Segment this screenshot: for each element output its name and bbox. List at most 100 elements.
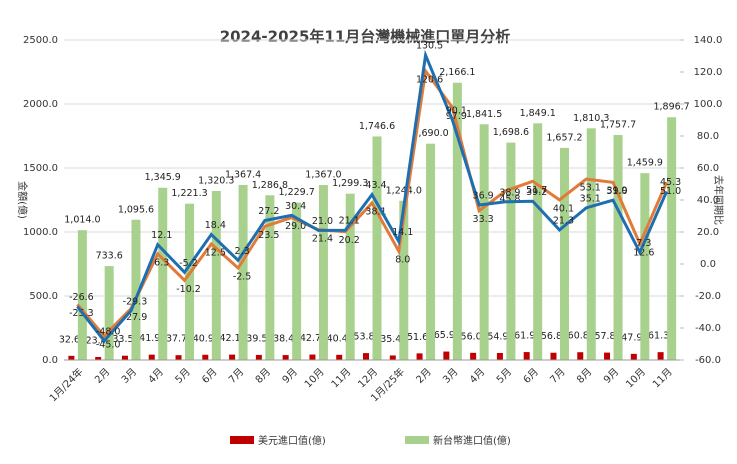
data-label: 60.8 bbox=[568, 331, 589, 342]
x-tick-label: 6月 bbox=[199, 366, 219, 386]
data-label: 6.3 bbox=[154, 257, 169, 268]
x-tick-label: 6月 bbox=[521, 366, 541, 386]
legend-label: 美元進口值(億) bbox=[258, 434, 326, 447]
bar bbox=[416, 353, 423, 360]
data-label: 1,221.3 bbox=[171, 188, 207, 199]
bar bbox=[255, 354, 262, 360]
x-tick-label: 4月 bbox=[467, 366, 487, 386]
data-label: 1,286.8 bbox=[252, 180, 288, 191]
bar bbox=[496, 352, 503, 360]
data-label: 97.9 bbox=[446, 111, 467, 122]
data-label: 7.3 bbox=[636, 238, 651, 249]
data-label: 1,345.9 bbox=[145, 172, 181, 183]
data-label: 90.1 bbox=[446, 105, 467, 116]
data-label: 37.7 bbox=[166, 334, 187, 345]
data-label: 1,849.1 bbox=[520, 108, 556, 119]
x-tick-label: 9月 bbox=[280, 366, 300, 386]
y-axis-title: 金額(億) bbox=[16, 181, 29, 219]
bar bbox=[452, 82, 462, 360]
y2-tick-label: 100.0 bbox=[694, 99, 723, 110]
x-tick-label: 7月 bbox=[548, 366, 568, 386]
data-label: -45.0 bbox=[96, 340, 121, 351]
data-label: 1,459.9 bbox=[627, 158, 663, 169]
y2-tick-label: 20.0 bbox=[697, 227, 719, 238]
bar bbox=[523, 352, 530, 360]
data-label: 30.4 bbox=[285, 201, 306, 212]
data-label: 33.5 bbox=[112, 334, 133, 345]
data-label: -27.9 bbox=[123, 312, 148, 323]
bar bbox=[640, 173, 650, 360]
data-label: 33.3 bbox=[473, 214, 494, 225]
data-label: 12.6 bbox=[633, 247, 654, 258]
x-tick-label: 10月 bbox=[624, 366, 649, 391]
bar bbox=[630, 353, 637, 360]
bar bbox=[657, 352, 664, 360]
y2-tick-label: -40.0 bbox=[695, 323, 721, 334]
bar bbox=[506, 142, 516, 360]
data-label: 35.4 bbox=[380, 334, 401, 345]
bar bbox=[175, 355, 182, 360]
bar bbox=[559, 147, 569, 360]
x-tick-label: 3月 bbox=[119, 366, 139, 386]
x-tick-label: 10月 bbox=[302, 366, 327, 391]
data-label: 20.2 bbox=[339, 235, 360, 246]
x-tick-label: 9月 bbox=[601, 366, 621, 386]
data-label: -48.0 bbox=[96, 326, 121, 337]
bar bbox=[148, 354, 155, 360]
data-label: 1,229.7 bbox=[279, 187, 315, 198]
data-label: 21.3 bbox=[553, 215, 574, 226]
data-label: 1,757.7 bbox=[600, 120, 636, 131]
y2-axis-title: 去年同期比 bbox=[712, 175, 725, 225]
data-label: -29.3 bbox=[123, 296, 148, 307]
bar bbox=[185, 203, 195, 360]
data-label: 1,014.0 bbox=[64, 215, 100, 226]
data-label: 14.1 bbox=[392, 227, 413, 238]
data-label: -26.6 bbox=[69, 292, 94, 303]
data-label: 42.7 bbox=[300, 333, 321, 344]
data-label: 1,320.3 bbox=[198, 176, 234, 187]
x-tick-label: 11月 bbox=[329, 366, 354, 391]
data-label: 21.4 bbox=[312, 233, 333, 244]
y-tick-label: 1000.0 bbox=[23, 227, 58, 238]
data-label: 51.0 bbox=[660, 186, 681, 197]
bar bbox=[104, 266, 114, 360]
y-tick-label: 2000.0 bbox=[23, 99, 58, 110]
bar bbox=[399, 200, 409, 360]
bar bbox=[363, 353, 369, 360]
bar bbox=[470, 352, 477, 360]
data-label: -2.5 bbox=[233, 272, 252, 283]
data-label: 45.8 bbox=[499, 194, 520, 205]
y-tick-label: 1500.0 bbox=[23, 163, 58, 174]
x-tick-label: 2月 bbox=[92, 366, 112, 386]
bar bbox=[292, 202, 302, 360]
data-label: 47.9 bbox=[621, 332, 642, 343]
data-label: 42.1 bbox=[220, 333, 241, 344]
data-label: 45.3 bbox=[660, 177, 681, 188]
legend-swatch bbox=[230, 436, 254, 444]
bar bbox=[211, 191, 221, 360]
bar bbox=[158, 187, 168, 360]
data-label: 43.4 bbox=[365, 180, 386, 191]
bar bbox=[479, 124, 489, 361]
data-label: 1,896.7 bbox=[653, 102, 689, 113]
data-label: 18.4 bbox=[205, 220, 226, 231]
data-label: 1,841.5 bbox=[466, 109, 502, 120]
data-label: 1,299.3 bbox=[332, 178, 368, 189]
data-label: 12.5 bbox=[205, 248, 226, 259]
data-label: 39.2 bbox=[526, 187, 547, 198]
bar bbox=[336, 354, 343, 360]
bar bbox=[265, 195, 275, 360]
x-tick-label: 8月 bbox=[253, 366, 273, 386]
data-label: 130.5 bbox=[416, 41, 443, 52]
bar bbox=[77, 230, 87, 360]
x-tick-label: 1月/24年 bbox=[46, 365, 85, 404]
data-label: 8.0 bbox=[395, 255, 410, 266]
bar bbox=[577, 352, 584, 360]
data-label: 35.1 bbox=[580, 193, 601, 204]
bar bbox=[389, 355, 396, 360]
y2-tick-label: -60.0 bbox=[695, 355, 721, 366]
data-label: -10.2 bbox=[176, 284, 201, 295]
data-label: 51.0 bbox=[606, 186, 627, 197]
data-label: 41.9 bbox=[139, 333, 160, 344]
